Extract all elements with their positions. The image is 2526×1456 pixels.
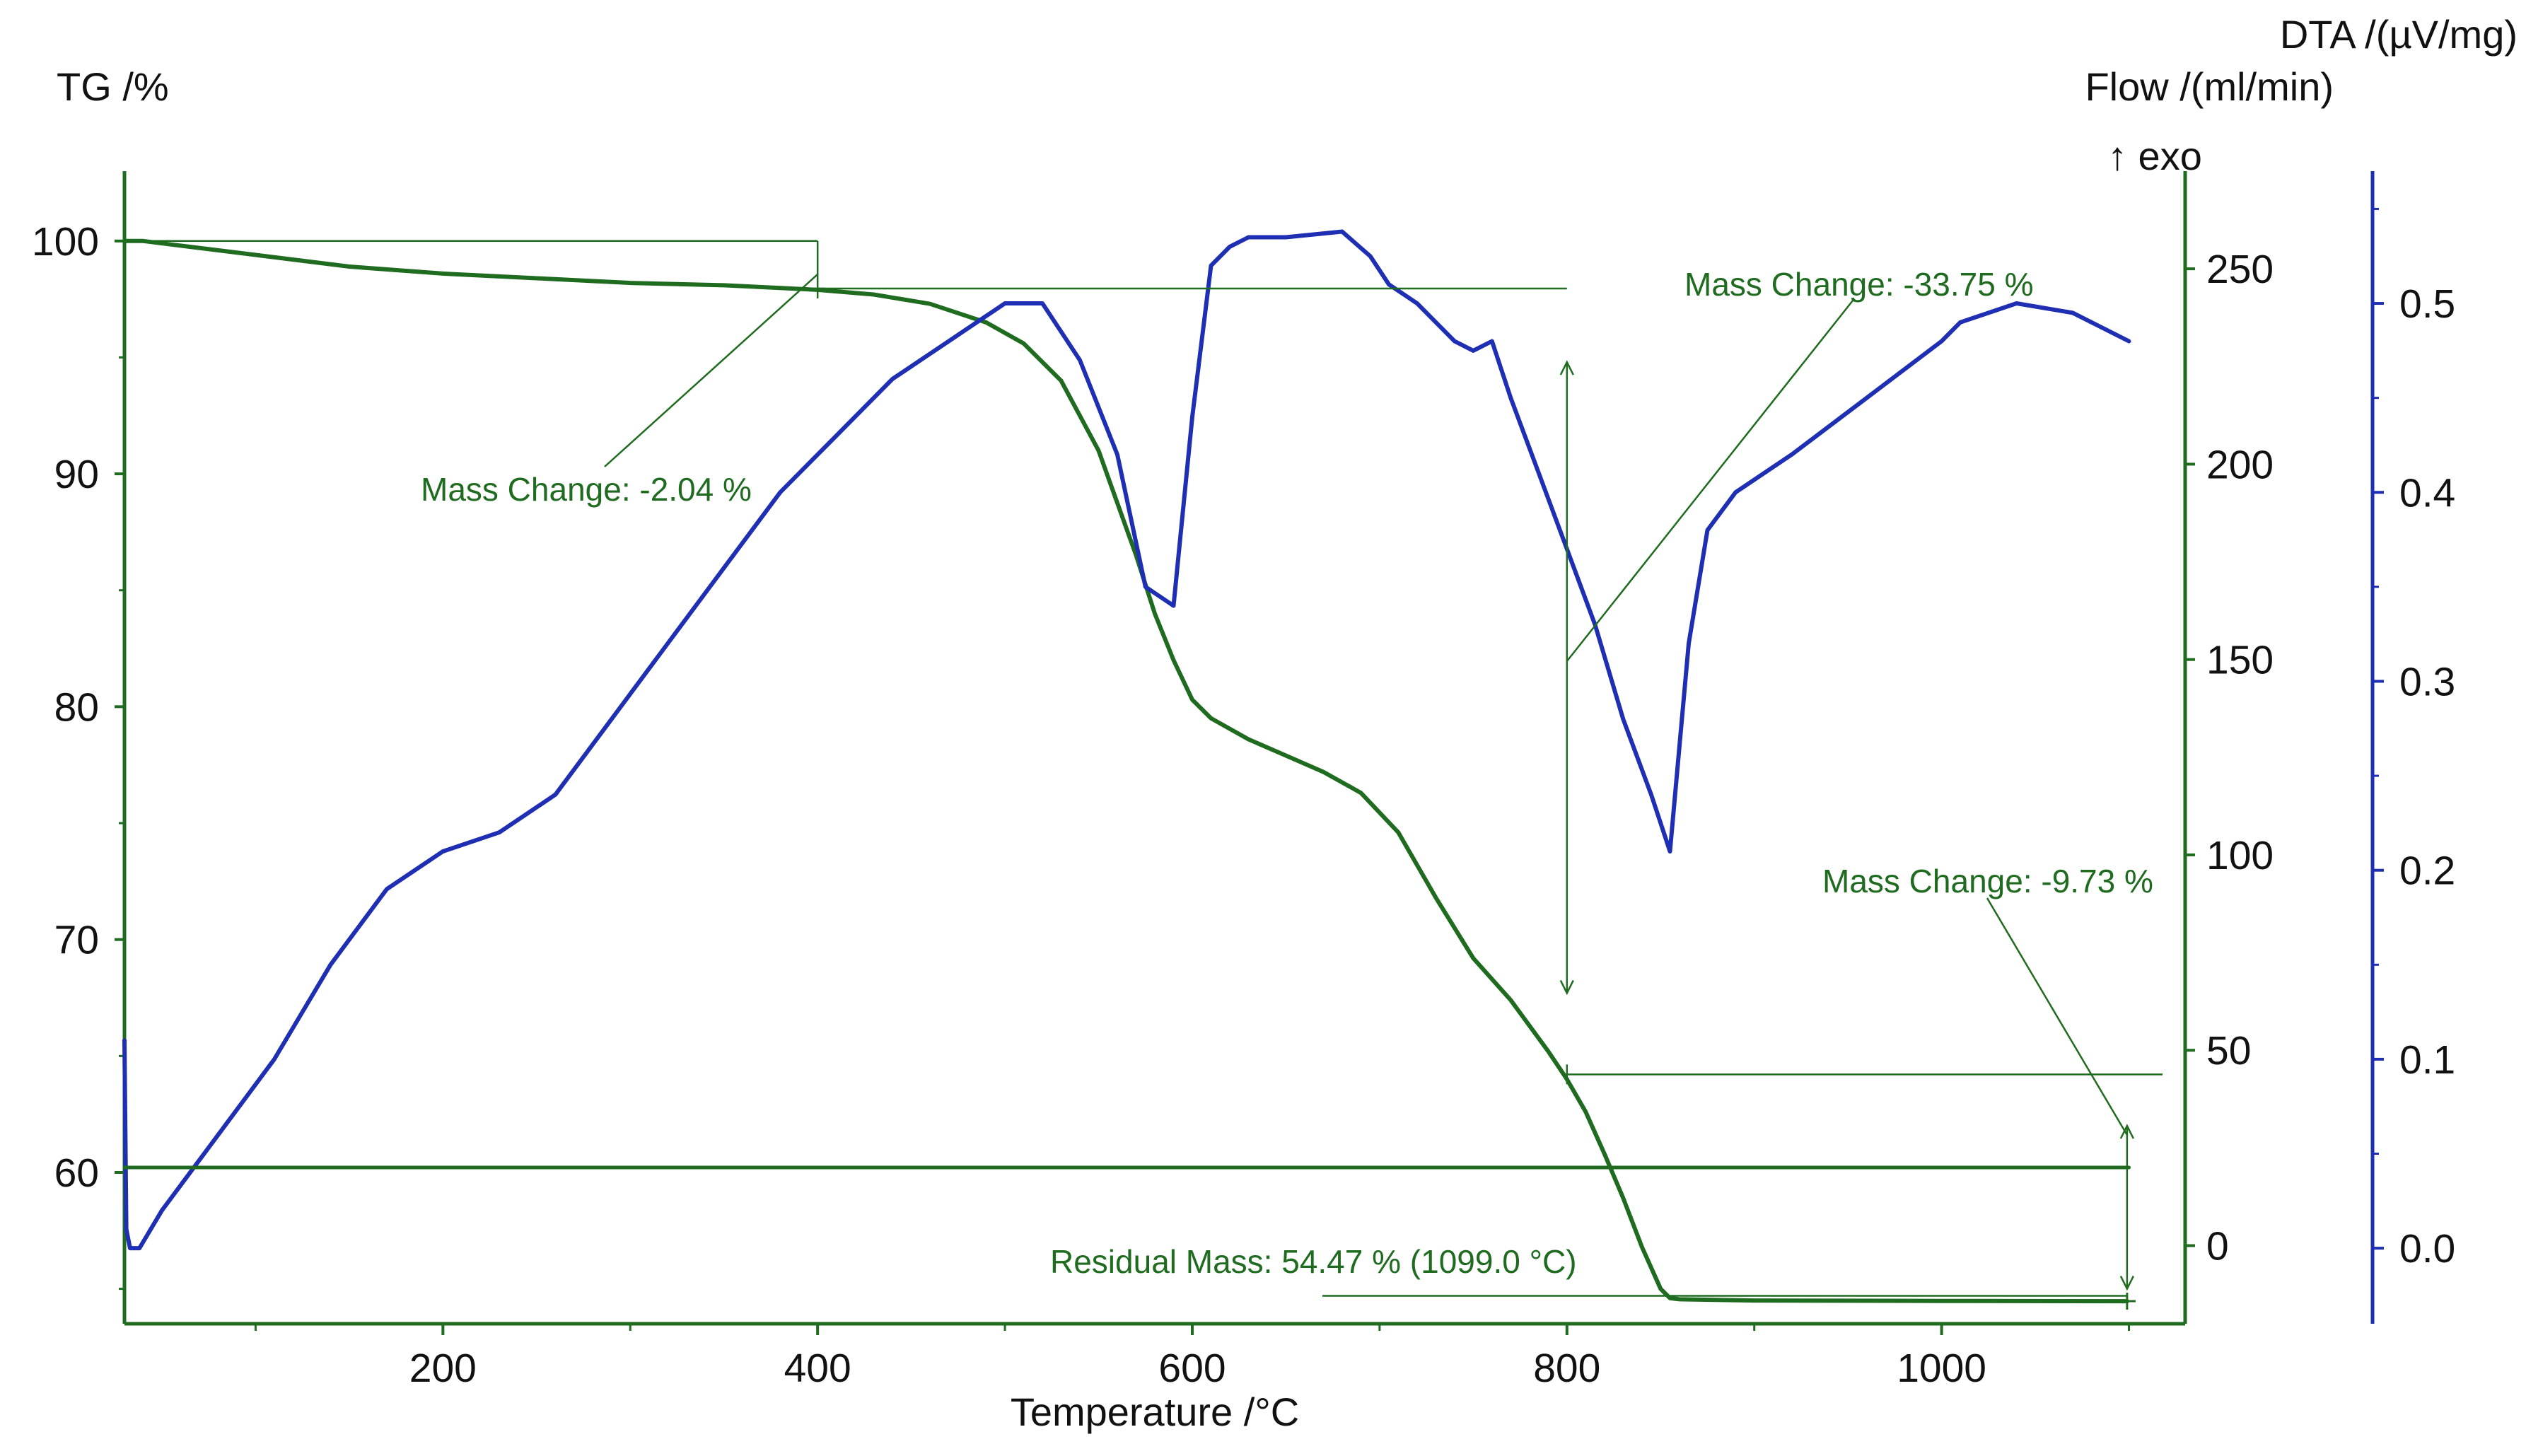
tg-axis-title: TG /% [57,64,169,109]
dta-tick-label-0.0: 0.0 [2399,1226,2455,1271]
annotation-mass-change-step1: Mass Change: -2.04 % [421,471,752,508]
dta-tick-label-0.1: 0.1 [2399,1037,2455,1083]
mass-change-annotations [126,240,2163,1310]
flow-axis-title: Flow /(ml/min) [2085,64,2334,109]
x-tick-label-800: 800 [1533,1346,1600,1391]
flow-tick-label-100: 100 [2206,833,2274,878]
x-tick-label-200: 200 [409,1346,477,1391]
x-tick-label-400: 400 [784,1346,851,1391]
flow-tick-label-150: 150 [2206,638,2274,683]
tg-tick-label-70: 70 [54,918,99,963]
exo-direction-marker: ↑ exo [2107,134,2202,178]
dta-series-line [122,229,2131,1251]
step3-arrow-head-down [2119,1276,2134,1291]
tick-marks [115,207,2384,1335]
step1-leader [604,274,819,467]
annotation-residual-mass: Residual Mass: 54.47 % (1099.0 °C) [1050,1243,1577,1280]
flow-tick-label-50: 50 [2206,1028,2251,1073]
dta-tick-label-0.2: 0.2 [2399,849,2455,894]
flow-tick-label-200: 200 [2206,442,2274,487]
tg-series-line [122,238,2129,1304]
step2-arrow-head-up [1559,360,1574,375]
step2-leader [1566,300,1853,662]
tg-tick-label-60: 60 [54,1151,99,1196]
dta-tick-label-0.5: 0.5 [2399,281,2455,327]
tg-tick-label-100: 100 [32,219,99,264]
x-axis-title: Temperature /°C [1011,1390,1299,1434]
tick-labels: 200 400 600 800 1000607080901000501001502002… [32,219,2455,1391]
dta-tick-label-0.3: 0.3 [2399,659,2455,704]
dta-axis-title: DTA /(µV/mg) [2280,12,2518,57]
flow-tick-label-250: 250 [2206,247,2274,292]
step2-arrow-head-down [1559,979,1574,996]
step3-leader [1986,897,2128,1136]
step3-arrow-head-up [2119,1124,2134,1139]
x-tick-label-1000: 1000 [1897,1346,1986,1391]
flow-tick-label-0: 0 [2206,1223,2229,1269]
annotation-mass-change-step3: Mass Change: -9.73 % [1822,863,2153,899]
tg-tick-label-80: 80 [54,685,99,730]
x-tick-label-600: 600 [1158,1346,1226,1391]
dta-tick-label-0.4: 0.4 [2399,470,2455,516]
annotation-mass-change-step2: Mass Change: -33.75 % [1684,266,2034,303]
tg-tick-label-90: 90 [54,452,99,497]
plot-series [122,229,2131,1304]
